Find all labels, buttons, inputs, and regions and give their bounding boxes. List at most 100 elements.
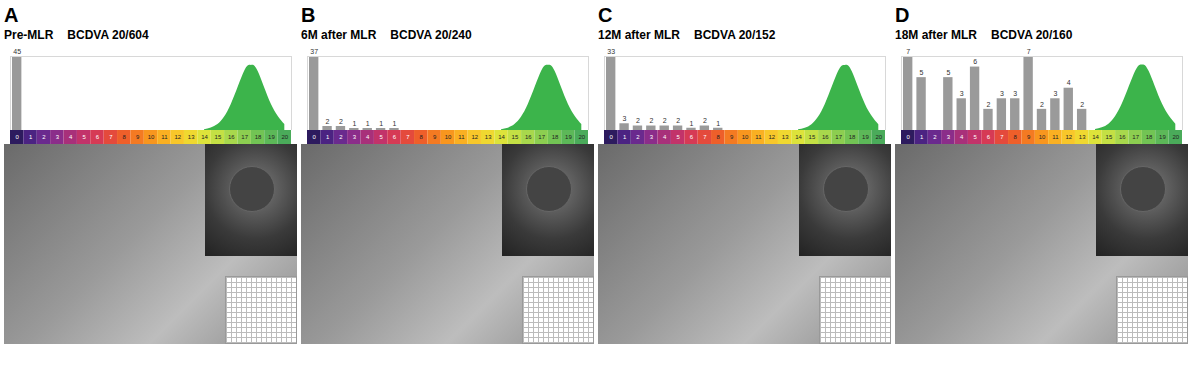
svg-text:2: 2 [636,134,640,140]
svg-text:5: 5 [379,134,383,140]
svg-text:17: 17 [1132,134,1139,140]
svg-text:13: 13 [188,134,195,140]
svg-text:2: 2 [339,118,343,125]
svg-text:20: 20 [578,134,585,140]
svg-text:8: 8 [420,134,424,140]
svg-text:4: 4 [960,134,964,140]
svg-text:17: 17 [835,134,842,140]
svg-text:7: 7 [109,134,113,140]
svg-text:4: 4 [69,134,73,140]
svg-text:2: 2 [1080,101,1084,108]
svg-text:6: 6 [973,58,977,65]
svg-text:1: 1 [920,134,924,140]
svg-text:10: 10 [742,134,749,140]
svg-text:18: 18 [552,134,559,140]
svg-text:2: 2 [676,117,680,124]
svg-text:5: 5 [973,134,977,140]
svg-text:2: 2 [42,134,46,140]
svg-text:1: 1 [352,120,356,127]
svg-text:19: 19 [268,134,275,140]
svg-text:12: 12 [1065,134,1072,140]
svg-text:7: 7 [906,48,910,55]
svg-text:13: 13 [782,134,789,140]
svg-text:1: 1 [29,134,33,140]
svg-text:14: 14 [498,134,505,140]
svg-text:20: 20 [1172,134,1179,140]
svg-text:13: 13 [1079,134,1086,140]
svg-text:0: 0 [313,134,317,140]
svg-text:1: 1 [716,119,720,126]
svg-text:5: 5 [82,134,86,140]
svg-text:4: 4 [1067,79,1071,86]
svg-text:7: 7 [406,134,410,140]
svg-text:20: 20 [281,134,288,140]
svg-text:3: 3 [56,134,60,140]
svg-text:15: 15 [215,134,222,140]
svg-text:15: 15 [809,134,816,140]
svg-text:18: 18 [849,134,856,140]
svg-text:11: 11 [1052,134,1059,140]
svg-text:1: 1 [326,134,330,140]
svg-text:17: 17 [538,134,545,140]
svg-text:11: 11 [458,134,465,140]
svg-text:3: 3 [960,90,964,97]
svg-text:2: 2 [636,117,640,124]
svg-text:12: 12 [768,134,775,140]
svg-text:1: 1 [366,120,370,127]
svg-text:5: 5 [920,69,924,76]
svg-text:4: 4 [366,134,370,140]
svg-text:18: 18 [255,134,262,140]
svg-text:45: 45 [13,48,21,55]
svg-text:15: 15 [512,134,519,140]
svg-text:2: 2 [703,117,707,124]
svg-text:6: 6 [987,134,991,140]
svg-text:3: 3 [353,134,357,140]
svg-text:1: 1 [690,119,694,126]
svg-text:10: 10 [445,134,452,140]
svg-text:2: 2 [649,117,653,124]
svg-text:4: 4 [663,134,667,140]
svg-text:12: 12 [174,134,181,140]
svg-text:3: 3 [1013,90,1017,97]
svg-text:2: 2 [1040,101,1044,108]
svg-text:16: 16 [525,134,532,140]
svg-text:3: 3 [650,134,654,140]
svg-text:7: 7 [1027,48,1031,55]
svg-text:9: 9 [730,134,734,140]
svg-text:37: 37 [310,48,318,55]
svg-text:7: 7 [703,134,707,140]
svg-text:13: 13 [485,134,492,140]
svg-text:10: 10 [1039,134,1046,140]
svg-text:17: 17 [241,134,248,140]
svg-text:20: 20 [875,134,882,140]
svg-text:10: 10 [148,134,155,140]
svg-text:2: 2 [933,134,937,140]
svg-text:3: 3 [947,134,951,140]
svg-text:14: 14 [201,134,208,140]
svg-text:0: 0 [610,134,614,140]
svg-text:18: 18 [1146,134,1153,140]
svg-text:33: 33 [607,48,615,55]
svg-text:5: 5 [946,69,950,76]
svg-text:6: 6 [690,134,694,140]
svg-text:9: 9 [1027,134,1031,140]
svg-text:16: 16 [228,134,235,140]
svg-text:2: 2 [663,117,667,124]
svg-text:1: 1 [393,120,397,127]
svg-text:1: 1 [379,120,383,127]
svg-text:15: 15 [1106,134,1113,140]
svg-text:0: 0 [16,134,20,140]
svg-text:7: 7 [1000,134,1004,140]
svg-text:2: 2 [987,101,991,108]
svg-text:19: 19 [1159,134,1166,140]
svg-text:16: 16 [1119,134,1126,140]
svg-text:8: 8 [1014,134,1018,140]
svg-text:6: 6 [393,134,397,140]
svg-text:8: 8 [717,134,721,140]
svg-text:1: 1 [623,134,627,140]
svg-text:14: 14 [1092,134,1099,140]
svg-text:2: 2 [339,134,343,140]
svg-text:12: 12 [471,134,478,140]
svg-text:5: 5 [676,134,680,140]
svg-text:3: 3 [623,115,627,122]
